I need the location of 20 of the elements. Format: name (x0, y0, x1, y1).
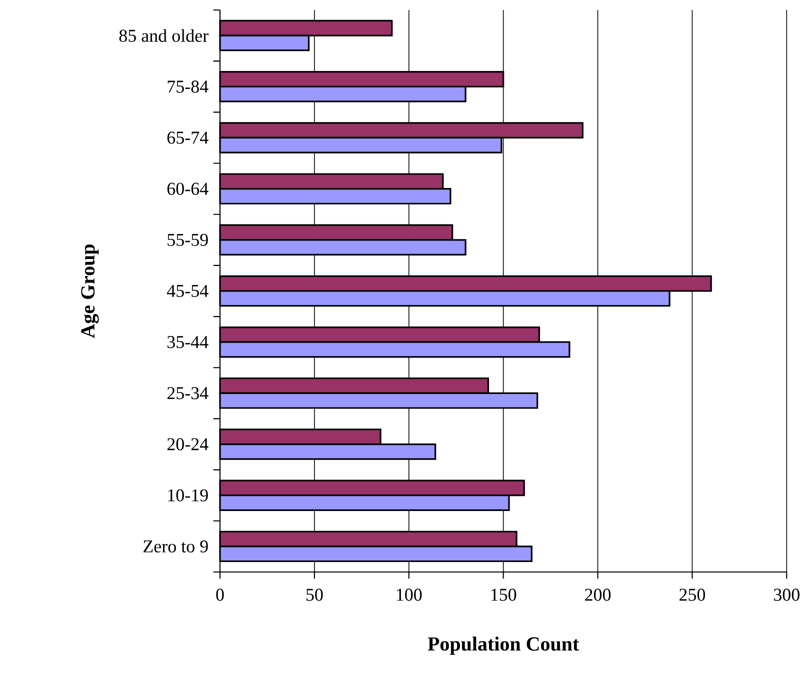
y-tick-label: 75-84 (168, 80, 208, 93)
x-tick-label: 150 (491, 588, 516, 601)
y-tick-label: 10-19 (168, 489, 208, 502)
y-tick-label: 45-54 (166, 284, 208, 297)
y-tick-label: 65-74 (167, 132, 208, 144)
x-tick-label: 0 (216, 588, 224, 601)
x-tick-label: 200 (585, 588, 611, 601)
y-tick-label: 55-59 (168, 234, 208, 246)
y-tick-label: 25-34 (167, 387, 208, 400)
y-tick-label: 20-24 (167, 438, 208, 450)
y-tick-label: 35-44 (167, 336, 208, 348)
x-tick-label: 100 (396, 588, 422, 601)
y-axis-title: Age Group (81, 244, 99, 338)
y-tick-label: 60-64 (167, 182, 208, 195)
x-tick-label: 300 (774, 588, 800, 601)
x-axis-title: Population Count (428, 636, 580, 655)
y-tick-label: Zero to 9 (144, 540, 208, 552)
x-tick-label: 250 (680, 588, 706, 601)
x-tick-label: 50 (306, 588, 323, 601)
y-tick-label: 85 and older (119, 29, 208, 42)
